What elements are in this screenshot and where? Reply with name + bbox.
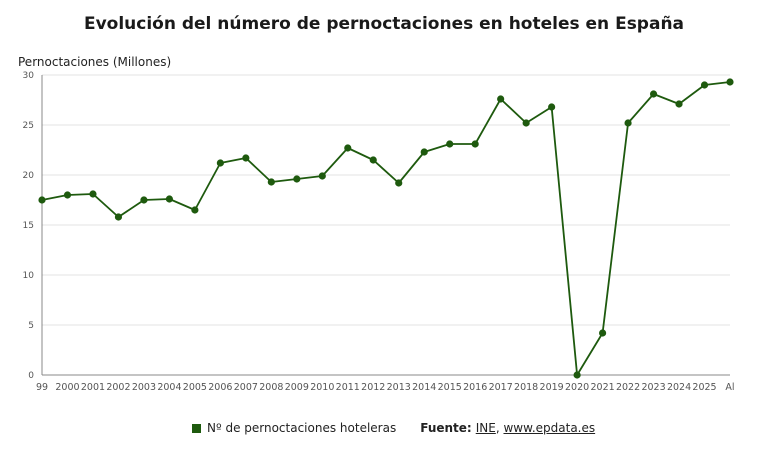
data-point[interactable]: 2005: 16.5: [191, 206, 199, 214]
data-point[interactable]: 2018: 25.2: [522, 119, 530, 127]
x-tick-label: 2008: [259, 382, 283, 393]
y-tick-label: 25: [23, 121, 34, 131]
data-point[interactable]: 2025: 29: [700, 81, 709, 89]
x-tick-label: 2018: [514, 382, 538, 393]
data-point[interactable]: 1999: 17.5: [38, 196, 46, 204]
data-point[interactable]: 2012: 21.5: [369, 156, 377, 164]
legend: Nº de pernoctaciones hoteleras Fuente: IN…: [192, 421, 595, 435]
x-tick-label: 2000: [55, 382, 79, 393]
data-point[interactable]: Al: 29.3: [726, 78, 734, 86]
data-point[interactable]: 2006: 21.2: [216, 159, 224, 167]
data-point[interactable]: 2021: 4.2: [598, 329, 607, 337]
x-tick-label: 2016: [463, 382, 487, 393]
data-point[interactable]: 2007: 21.7: [242, 154, 250, 162]
data-point[interactable]: 2003: 17.5: [140, 196, 148, 204]
data-point[interactable]: 2014: 22.3: [420, 148, 428, 156]
x-tick-label: 99: [36, 382, 48, 393]
legend-label[interactable]: Nº de pernoctaciones hoteleras: [207, 421, 397, 435]
legend-swatch[interactable]: [192, 423, 201, 433]
y-tick-label: 30: [23, 71, 35, 81]
data-point[interactable]: 2011: 22.7: [344, 144, 352, 152]
y-tick-label: 20: [23, 171, 35, 181]
x-tick-label: Al: [725, 382, 734, 393]
data-point[interactable]: 2013: 19.2: [395, 179, 403, 187]
data-point[interactable]: 2015: 23.1: [446, 140, 454, 148]
x-tick-label: 2010: [310, 382, 334, 393]
data-point[interactable]: 2016: 23.1: [471, 140, 479, 148]
data-point[interactable]: 2020: 0: [573, 371, 581, 379]
x-tick-label: 2017: [489, 382, 513, 393]
y-tick-label: 10: [23, 271, 35, 281]
x-tick-label: 2005: [183, 382, 207, 393]
source-link-epdata[interactable]: www.epdata.es: [503, 421, 596, 435]
x-tick-label: 2009: [285, 382, 309, 393]
x-tick-label: 2004: [157, 382, 181, 393]
source-link-ine[interactable]: INE: [475, 421, 496, 435]
x-tick-label: 2015: [438, 382, 462, 393]
data-point[interactable]: 2008: 19.3: [267, 178, 275, 186]
data-point[interactable]: 2000: 18: [63, 191, 72, 199]
source-separator: ,: [495, 421, 500, 435]
x-tick-label: 2003: [132, 382, 156, 393]
data-point[interactable]: 2002: 15.8: [114, 213, 123, 221]
data-point[interactable]: 2019: 26.8: [548, 103, 556, 111]
x-tick-label: 2025: [692, 382, 716, 393]
x-tick-label: 2014: [412, 382, 436, 393]
data-point[interactable]: 2024: 27.1: [675, 100, 683, 108]
source: Fuente: INE, www.epdata.es: [420, 421, 595, 435]
data-point[interactable]: 2010: 19.9: [318, 172, 326, 180]
x-tick-label: 2011: [336, 382, 360, 393]
x-tick-label: 2023: [641, 382, 665, 393]
data-point[interactable]: 2001: 18.1: [89, 190, 97, 198]
x-tick-label: 2024: [667, 382, 691, 393]
data-point[interactable]: 2022: 25.2: [624, 119, 632, 127]
y-axis-label: Pernoctaciones (Millones): [18, 55, 172, 69]
data-point[interactable]: 2009: 19.6: [293, 175, 301, 183]
source-label: Fuente:: [420, 421, 472, 435]
x-tick-label: 2001: [81, 382, 105, 393]
chart-title: Evolución del número de pernoctaciones e…: [83, 14, 685, 34]
x-tick-label: 2019: [540, 382, 564, 393]
x-tick-label: 2013: [387, 382, 411, 393]
x-tick-label: 2006: [208, 382, 232, 393]
data-point[interactable]: 2017: 27.6: [497, 95, 505, 103]
x-tick-label: 2012: [361, 382, 385, 393]
y-tick-label: 15: [23, 221, 34, 231]
x-tick-label: 2021: [590, 382, 614, 393]
y-tick-label: 0: [28, 371, 34, 381]
data-point[interactable]: 2004: 17.6: [165, 195, 174, 203]
x-tick-label: 2007: [234, 382, 258, 393]
x-tick-label: 2002: [106, 382, 130, 393]
x-tick-label: 2020: [565, 382, 589, 393]
y-tick-label: 5: [28, 321, 34, 331]
data-point[interactable]: 2023: 28.1: [649, 90, 658, 98]
series-line: [41, 81, 731, 376]
x-tick-label: 2022: [616, 382, 640, 393]
